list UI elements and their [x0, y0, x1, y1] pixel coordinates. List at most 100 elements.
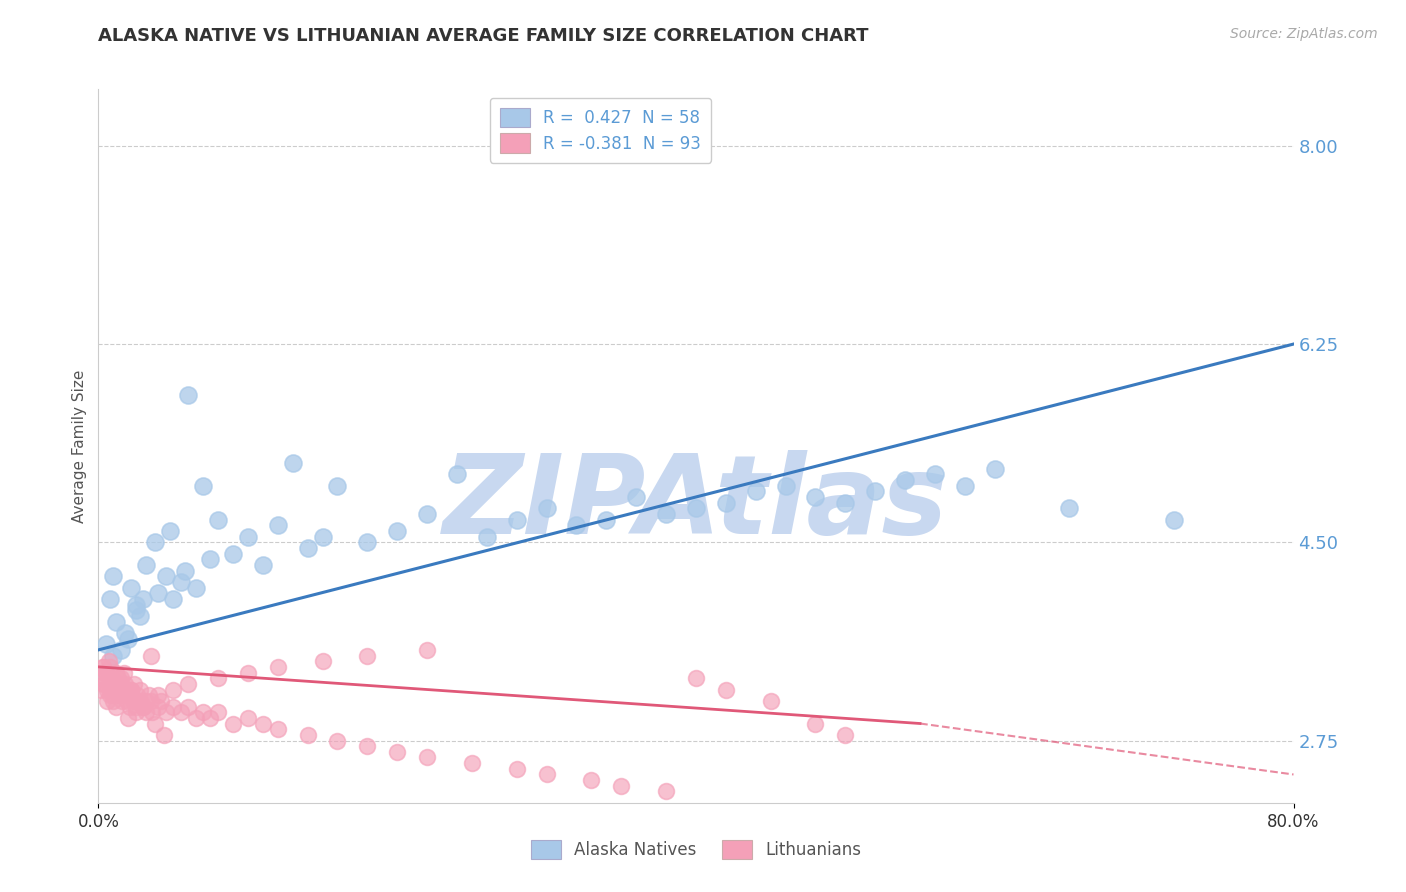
- Point: [207, 705, 229, 719]
- Point: [104, 682, 127, 697]
- Point: [139, 694, 162, 708]
- Point: [759, 694, 782, 708]
- Point: [385, 745, 409, 759]
- Point: [595, 513, 617, 527]
- Point: [506, 513, 529, 527]
- Point: [159, 524, 181, 538]
- Point: [162, 591, 184, 606]
- Point: [93, 677, 115, 691]
- Point: [97, 654, 120, 668]
- Point: [120, 581, 142, 595]
- Point: [120, 682, 142, 697]
- Point: [924, 467, 946, 482]
- Point: [129, 694, 152, 708]
- Point: [236, 665, 259, 680]
- Point: [103, 569, 125, 583]
- Point: [96, 682, 118, 697]
- Point: [125, 603, 148, 617]
- Point: [93, 677, 115, 691]
- Point: [139, 648, 162, 663]
- Point: [118, 699, 141, 714]
- Point: [536, 501, 558, 516]
- Point: [506, 762, 529, 776]
- Point: [127, 688, 149, 702]
- Point: [105, 665, 128, 680]
- Point: [162, 699, 184, 714]
- Point: [222, 716, 245, 731]
- Point: [267, 518, 290, 533]
- Point: [125, 699, 148, 714]
- Point: [984, 461, 1007, 475]
- Point: [655, 784, 678, 798]
- Point: [714, 495, 737, 509]
- Point: [91, 660, 114, 674]
- Point: [565, 518, 588, 533]
- Point: [132, 699, 155, 714]
- Point: [222, 547, 245, 561]
- Point: [110, 677, 132, 691]
- Y-axis label: Average Family Size: Average Family Size: [72, 369, 87, 523]
- Point: [135, 705, 157, 719]
- Point: [111, 694, 134, 708]
- Point: [169, 574, 191, 589]
- Point: [101, 677, 124, 691]
- Point: [865, 484, 887, 499]
- Point: [581, 773, 603, 788]
- Point: [326, 478, 349, 492]
- Point: [174, 564, 197, 578]
- Point: [132, 591, 155, 606]
- Point: [98, 682, 122, 697]
- Point: [356, 739, 378, 754]
- Point: [416, 750, 439, 764]
- Point: [132, 699, 155, 714]
- Point: [685, 671, 707, 685]
- Point: [96, 694, 118, 708]
- Point: [153, 728, 176, 742]
- Point: [110, 671, 132, 685]
- Point: [1163, 513, 1185, 527]
- Text: Source: ZipAtlas.com: Source: ZipAtlas.com: [1230, 27, 1378, 41]
- Point: [610, 779, 633, 793]
- Point: [143, 716, 166, 731]
- Point: [356, 648, 378, 663]
- Point: [685, 501, 707, 516]
- Point: [98, 660, 122, 674]
- Point: [775, 478, 797, 492]
- Point: [105, 615, 128, 629]
- Point: [94, 665, 117, 680]
- Point: [745, 484, 768, 499]
- Point: [114, 677, 136, 691]
- Point: [107, 671, 129, 685]
- Point: [356, 535, 378, 549]
- Point: [184, 711, 207, 725]
- Point: [416, 507, 439, 521]
- Point: [135, 558, 157, 572]
- Point: [105, 699, 128, 714]
- Point: [834, 495, 856, 509]
- Point: [141, 705, 163, 719]
- Point: [94, 637, 117, 651]
- Point: [236, 711, 259, 725]
- Point: [114, 626, 136, 640]
- Point: [135, 694, 157, 708]
- Point: [91, 660, 114, 674]
- Point: [103, 694, 125, 708]
- Point: [121, 694, 143, 708]
- Point: [101, 671, 124, 685]
- Point: [143, 535, 166, 549]
- Point: [125, 705, 148, 719]
- Point: [252, 716, 274, 731]
- Point: [128, 694, 150, 708]
- Point: [191, 478, 214, 492]
- Text: ZIPAtlas: ZIPAtlas: [443, 450, 949, 557]
- Point: [252, 558, 274, 572]
- Point: [200, 711, 222, 725]
- Point: [177, 699, 200, 714]
- Point: [626, 490, 648, 504]
- Point: [114, 682, 136, 697]
- Point: [103, 648, 125, 663]
- Point: [169, 705, 191, 719]
- Point: [89, 671, 111, 685]
- Point: [207, 671, 229, 685]
- Point: [311, 530, 333, 544]
